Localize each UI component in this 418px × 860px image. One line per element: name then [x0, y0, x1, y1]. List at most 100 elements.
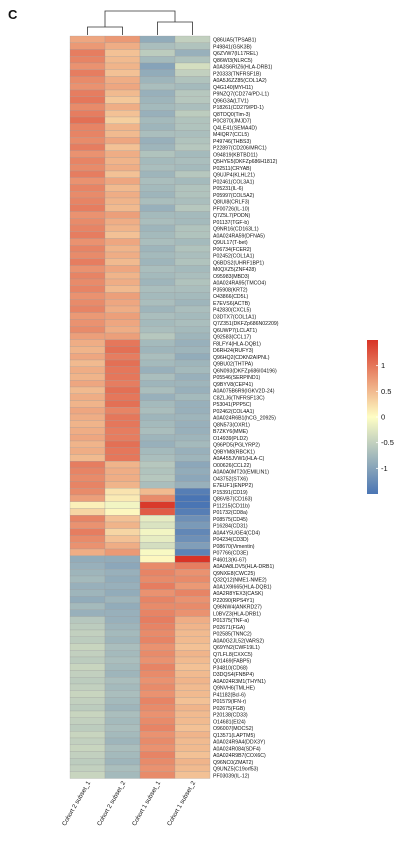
heatmap-cell: [174, 420, 211, 428]
heatmap-cell: [104, 440, 141, 448]
heatmap-cells: [69, 35, 211, 779]
heatmap-cell: [69, 488, 106, 496]
row-label: A0A024R9B7(COX6C): [213, 753, 266, 759]
heatmap-cell: [139, 758, 176, 766]
heatmap-cell: [139, 265, 176, 273]
heatmap-cell: [139, 542, 176, 550]
row-label: Q86UA5(TPSAB1): [213, 38, 257, 44]
heatmap-cell: [139, 143, 176, 151]
heatmap-cell: [104, 697, 141, 705]
heatmap-cell: [139, 332, 176, 340]
heatmap-cell: [104, 191, 141, 199]
heatmap-cell: [174, 224, 211, 232]
heatmap-cell: [69, 764, 106, 772]
row-label: Q9BYM8(RBCK1): [213, 449, 255, 455]
heatmap-cell: [139, 164, 176, 172]
heatmap-cell: [69, 710, 106, 718]
heatmap-cell: [69, 204, 106, 212]
row-label: P49841(GSK3B): [213, 44, 252, 50]
heatmap-cell: [104, 704, 141, 712]
heatmap-cell: [139, 643, 176, 651]
heatmap-cell: [139, 400, 176, 408]
heatmap-cell: [69, 245, 106, 253]
row-label: Q9UL17(T-bet): [213, 240, 248, 246]
row-label: P02511(CRYAB): [213, 166, 252, 172]
heatmap-cell: [69, 650, 106, 658]
heatmap-cell: [174, 258, 211, 266]
heatmap-cell: [69, 434, 106, 442]
heatmap-cell: [139, 697, 176, 705]
heatmap-cell: [174, 407, 211, 415]
heatmap-cell: [69, 332, 106, 340]
heatmap-cell: [139, 373, 176, 381]
heatmap-cell: [139, 656, 176, 664]
heatmap-cell: [174, 231, 211, 239]
heatmap-cell: [104, 562, 141, 570]
heatmap-cell: [104, 110, 141, 118]
heatmap-cell: [139, 177, 176, 185]
heatmap-cell: [139, 616, 176, 624]
row-label: P05231(IL-6): [213, 186, 244, 192]
heatmap-cell: [174, 454, 211, 462]
heatmap-cell: [139, 663, 176, 671]
heatmap-cell: [69, 157, 106, 165]
heatmap-cell: [104, 454, 141, 462]
heatmap-cell: [69, 643, 106, 651]
heatmap-cell: [104, 380, 141, 388]
heatmap-cell: [139, 312, 176, 320]
heatmap-cell: [139, 218, 176, 226]
heatmap-cell: [174, 49, 211, 57]
heatmap-cell: [69, 319, 106, 327]
heatmap-cell: [104, 521, 141, 529]
row-label: O95983(MBD3): [213, 274, 250, 280]
heatmap-cell: [104, 764, 141, 772]
heatmap-cell: [104, 137, 141, 145]
heatmap-cell: [174, 643, 211, 651]
heatmap-cell: [69, 636, 106, 644]
row-label: P02675(FGB): [213, 706, 245, 712]
row-label: Q4G140(MYH11): [213, 85, 253, 91]
heatmap-cell: [174, 319, 211, 327]
heatmap-cell: [139, 434, 176, 442]
heatmap-cell: [174, 521, 211, 529]
row-label: O00626(CCL22): [213, 463, 251, 469]
heatmap-cell: [104, 542, 141, 550]
heatmap-cell: [139, 474, 176, 482]
heatmap-cell: [104, 197, 141, 205]
row-label: E7EUF1(ENPP2): [213, 483, 253, 489]
heatmap-cell: [69, 616, 106, 624]
heatmap-cell: [174, 609, 211, 617]
heatmap-cell: [69, 575, 106, 583]
heatmap-cell: [139, 211, 176, 219]
heatmap-cell: [69, 62, 106, 70]
heatmap-cell: [69, 670, 106, 678]
row-label: Q32Q12(NME1-NME2): [213, 578, 267, 584]
heatmap-cell: [139, 285, 176, 293]
heatmap-cell: [104, 150, 141, 158]
heatmap-cell: [69, 481, 106, 489]
heatmap-cell: [69, 353, 106, 361]
heatmap-cell: [174, 434, 211, 442]
heatmap-cell: [104, 258, 141, 266]
heatmap-cell: [174, 62, 211, 70]
heatmap-cell: [104, 656, 141, 664]
heatmap-cell: [104, 427, 141, 435]
heatmap-cell: [69, 76, 106, 84]
heatmap-cell: [69, 42, 106, 50]
row-label: Q8IUI8(CRLF3): [213, 200, 250, 206]
heatmap-cell: [69, 137, 106, 145]
heatmap-cell: [174, 366, 211, 374]
heatmap-cell: [104, 218, 141, 226]
heatmap-cell: [174, 96, 211, 104]
row-label: Q7Z5L7(PODN): [213, 213, 250, 219]
heatmap-cell: [174, 508, 211, 516]
column-dendrogram: [87, 10, 193, 35]
heatmap-cell: [139, 609, 176, 617]
heatmap-cell: [69, 683, 106, 691]
heatmap-cell: [139, 62, 176, 70]
heatmap-cell: [174, 677, 211, 685]
heatmap-cell: [139, 204, 176, 212]
heatmap-cell: [104, 339, 141, 347]
heatmap-cell: [69, 663, 106, 671]
row-label: P41182(Bcl-6): [213, 692, 246, 698]
